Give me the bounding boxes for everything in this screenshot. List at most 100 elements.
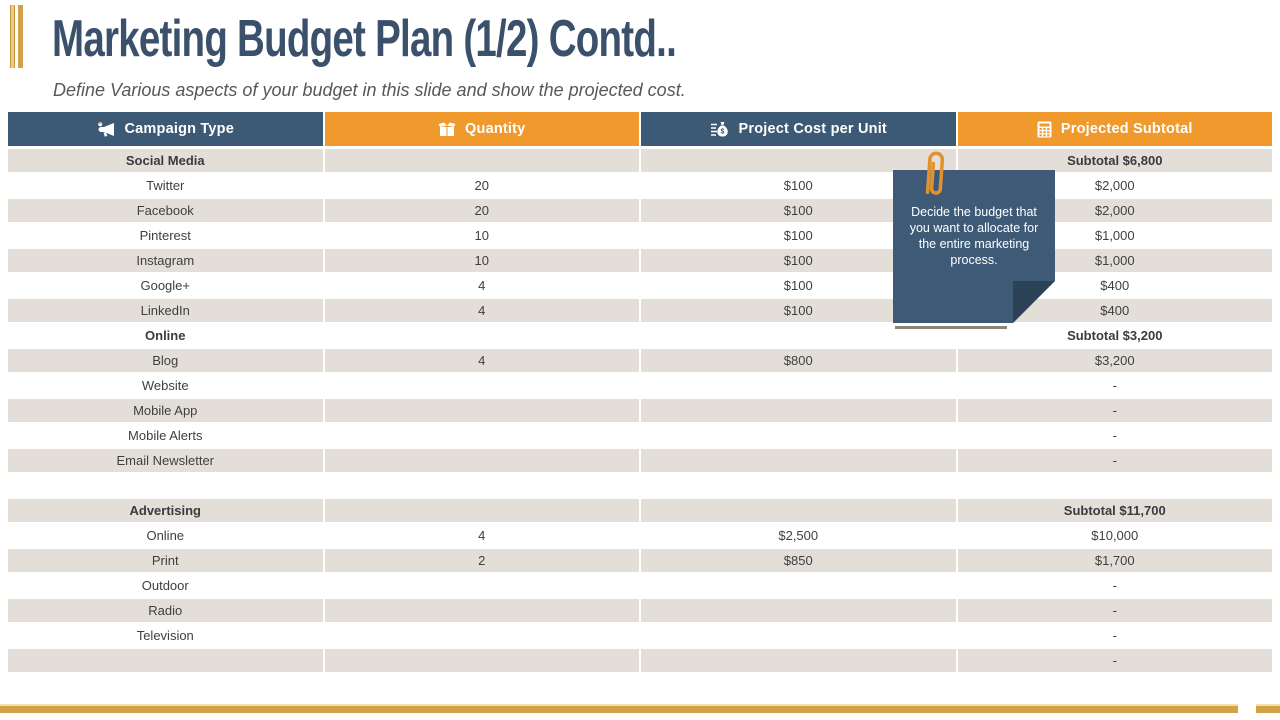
quantity-cell <box>324 599 639 622</box>
campaign-cell: Pinterest <box>8 224 323 247</box>
header-cell-label: Projected Subtotal <box>1060 121 1193 137</box>
cost-cell <box>641 374 956 397</box>
subtotal-cell: $1,700 <box>957 549 1272 572</box>
cost-cell <box>641 574 956 597</box>
subtotal-cell: - <box>957 449 1272 472</box>
cost-cell <box>641 649 956 672</box>
header-cell-label: Quantity <box>465 121 526 137</box>
subtotal-cell: - <box>957 624 1272 647</box>
subtotal-cell: $400 <box>957 299 1272 322</box>
cost-cell: $850 <box>641 549 956 572</box>
campaign-cell: Radio <box>8 599 323 622</box>
table-header-row: Campaign Type Quantity $ Project Cost per U… <box>8 112 1272 146</box>
table-row: Outdoor - <box>8 574 1272 597</box>
campaign-cell: Google+ <box>8 274 323 297</box>
cost-cell <box>641 424 956 447</box>
money-bag-icon: $ <box>710 121 730 137</box>
campaign-cell: Print <box>8 549 323 572</box>
subtotal-cell: - <box>957 574 1272 597</box>
quantity-cell: 4 <box>324 349 639 372</box>
calculator-icon <box>1037 121 1052 138</box>
table-row: Website - <box>8 374 1272 397</box>
table-row: Mobile Alerts - <box>8 424 1272 447</box>
megaphone-icon <box>97 121 116 138</box>
box-icon <box>438 121 456 137</box>
quantity-cell <box>324 574 639 597</box>
cost-cell: $100 <box>641 274 956 297</box>
page-subtitle: Define Various aspects of your budget in… <box>53 80 686 100</box>
quantity-cell: 10 <box>324 249 639 272</box>
campaign-cell: Social Media <box>8 149 323 172</box>
header-cell-quantity: Quantity <box>324 112 639 146</box>
quantity-cell <box>324 649 639 672</box>
campaign-cell: Email Newsletter <box>8 449 323 472</box>
subtotal-cell: Subtotal $11,700 <box>957 499 1272 522</box>
header-cell-campaign-type: Campaign Type <box>8 112 323 146</box>
subtotal-cell: $10,000 <box>957 524 1272 547</box>
left-accent-bar-thick <box>18 5 23 68</box>
cost-cell: $100 <box>641 174 956 197</box>
table-row: Twitter 20 $100 $2,000 <box>8 174 1272 197</box>
quantity-cell <box>324 424 639 447</box>
quantity-cell <box>324 399 639 422</box>
svg-text:$: $ <box>720 129 724 136</box>
campaign-cell: Mobile Alerts <box>8 424 323 447</box>
subtotal-cell: Subtotal $3,200 <box>957 324 1272 347</box>
budget-table: Social Media Subtotal $6,800 Twitter 20 $100… <box>8 149 1272 674</box>
subtotal-cell: Subtotal $6,800 <box>957 149 1272 172</box>
campaign-cell: Online <box>8 324 323 347</box>
table-row: Email Newsletter - <box>8 449 1272 472</box>
header-cell-label: Project Cost per Unit <box>738 121 887 137</box>
cost-cell <box>641 624 956 647</box>
section-row: Online Subtotal $3,200 <box>8 324 1272 347</box>
paperclip-icon <box>925 151 945 195</box>
cost-cell <box>641 324 956 347</box>
cost-cell: $2,500 <box>641 524 956 547</box>
table-row: - <box>8 649 1272 672</box>
quantity-cell: 20 <box>324 199 639 222</box>
subtotal-cell: - <box>957 399 1272 422</box>
campaign-cell: Outdoor <box>8 574 323 597</box>
campaign-cell: Mobile App <box>8 399 323 422</box>
quantity-cell <box>324 624 639 647</box>
campaign-cell: Facebook <box>8 199 323 222</box>
table-row: Google+ 4 $100 $400 <box>8 274 1272 297</box>
cost-cell <box>641 449 956 472</box>
quantity-cell: 10 <box>324 224 639 247</box>
table-row: Mobile App - <box>8 399 1272 422</box>
table-row: Pinterest 10 $100 $1,000 <box>8 224 1272 247</box>
quantity-cell <box>324 374 639 397</box>
subtotal-cell: - <box>957 374 1272 397</box>
quantity-cell: 20 <box>324 174 639 197</box>
table-row: Facebook 20 $100 $2,000 <box>8 199 1272 222</box>
campaign-cell: Website <box>8 374 323 397</box>
campaign-cell: Instagram <box>8 249 323 272</box>
cost-cell: $100 <box>641 299 956 322</box>
subtotal-cell: - <box>957 649 1272 672</box>
header-cell-label: Campaign Type <box>124 121 234 137</box>
subtotal-cell: $3,200 <box>957 349 1272 372</box>
campaign-cell: Blog <box>8 349 323 372</box>
header-cell-project-cost-per-unit: $ Project Cost per Unit <box>641 112 956 146</box>
bottom-gold-bar-segment <box>1256 704 1280 713</box>
cost-cell: $800 <box>641 349 956 372</box>
note-shadow-line <box>895 326 1007 329</box>
campaign-cell: Twitter <box>8 174 323 197</box>
cost-cell: $100 <box>641 199 956 222</box>
page-title: Marketing Budget Plan (1/2) Contd.. <box>52 10 677 68</box>
quantity-cell: 4 <box>324 274 639 297</box>
campaign-cell: Advertising <box>8 499 323 522</box>
table-row: Online 4 $2,500 $10,000 <box>8 524 1272 547</box>
header-cell-projected-subtotal: Projected Subtotal <box>957 112 1272 146</box>
left-accent-bar-thin <box>10 5 15 68</box>
table-row: Radio - <box>8 599 1272 622</box>
quantity-cell <box>324 449 639 472</box>
cost-cell <box>641 399 956 422</box>
table-row: LinkedIn 4 $100 $400 <box>8 299 1272 322</box>
quantity-cell <box>324 149 639 172</box>
cost-cell: $100 <box>641 224 956 247</box>
table-row: Instagram 10 $100 $1,000 <box>8 249 1272 272</box>
quantity-cell: 4 <box>324 524 639 547</box>
quantity-cell: 4 <box>324 299 639 322</box>
campaign-cell: Television <box>8 624 323 647</box>
